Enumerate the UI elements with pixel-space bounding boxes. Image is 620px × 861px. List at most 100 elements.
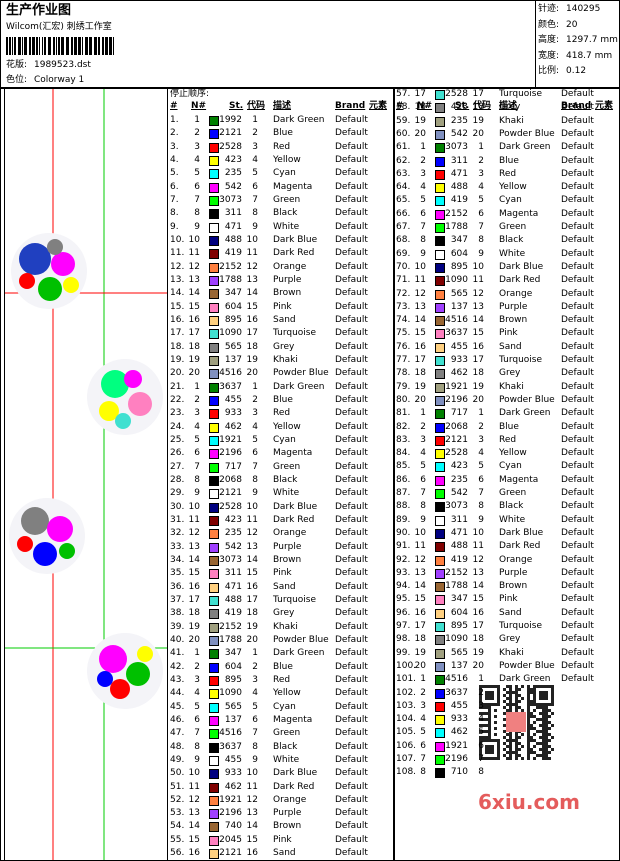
swatch <box>435 542 445 553</box>
qr-cell <box>509 709 512 712</box>
swatch <box>209 475 219 486</box>
swatch <box>435 568 445 579</box>
qr-cell <box>542 697 545 700</box>
swatch <box>209 635 219 646</box>
stitches: 604 <box>224 661 242 672</box>
qr-cell <box>548 739 551 742</box>
row-index: 53. <box>170 808 185 819</box>
qr-cell <box>527 757 530 760</box>
stitches: 347 <box>224 288 242 299</box>
qr-cell <box>497 742 500 745</box>
qr-cell <box>515 694 518 697</box>
code: 19 <box>472 647 484 658</box>
qr-cell <box>515 739 518 742</box>
qr-cell <box>485 703 488 706</box>
qr-cell <box>485 691 488 694</box>
stitches: 347 <box>450 235 468 246</box>
swatch <box>209 622 219 633</box>
stitches: 565 <box>224 701 242 712</box>
brand: Default <box>335 274 368 285</box>
description: Dark Green <box>499 408 551 419</box>
stitches: 1090 <box>219 688 242 699</box>
needle: 5 <box>420 461 426 472</box>
swatch <box>435 701 445 712</box>
qr-cell <box>527 706 530 709</box>
description: Dark Green <box>273 381 325 392</box>
qr-cell <box>545 727 548 730</box>
code: 20 <box>472 660 484 671</box>
qr-cell <box>533 688 536 691</box>
qr-cell <box>515 700 518 703</box>
row-index: 58. <box>396 102 411 113</box>
brand: Default <box>561 541 594 552</box>
qr-cell <box>551 703 554 706</box>
row-index: 10. <box>170 234 185 245</box>
description: Red <box>273 141 291 152</box>
needle: 18 <box>188 608 200 619</box>
qr-cell <box>491 703 494 706</box>
qr-cell <box>485 706 488 709</box>
qr-cell <box>506 745 509 748</box>
qr-cell <box>509 736 512 739</box>
qr-cell <box>539 736 542 739</box>
row-index: 86. <box>396 474 411 485</box>
qr-cell <box>482 730 485 733</box>
needle: 5 <box>420 195 426 206</box>
swatch <box>209 835 219 846</box>
stitches: 347 <box>450 594 468 605</box>
brand: Default <box>561 554 594 565</box>
qr-cell <box>482 685 485 688</box>
row-index: 44. <box>170 688 185 699</box>
qr-cell <box>479 700 482 703</box>
brand: Default <box>335 474 368 485</box>
code: 1 <box>252 648 258 659</box>
swatch <box>435 169 445 180</box>
brand: Default <box>561 275 594 286</box>
brand: Default <box>561 448 594 459</box>
needle: 3 <box>420 434 426 445</box>
qr-cell <box>482 706 485 709</box>
qr-cell <box>506 751 509 754</box>
swatch <box>209 649 219 660</box>
stitches: 1921 <box>445 740 468 751</box>
qr-cell <box>497 748 500 751</box>
qr-cell <box>497 700 500 703</box>
qr-cell <box>509 751 512 754</box>
qr-cell <box>488 721 491 724</box>
needle: 6 <box>194 448 200 459</box>
qr-cell <box>503 754 506 757</box>
brand: Default <box>561 355 594 365</box>
column-header: 代码 <box>473 101 492 111</box>
brand: Default <box>335 821 368 832</box>
needle: 12 <box>188 794 200 805</box>
stitches: 488 <box>224 234 242 245</box>
qr-cell <box>542 730 545 733</box>
stitches: 542 <box>450 128 468 139</box>
qr-cell <box>548 703 551 706</box>
qr-cell <box>533 703 536 706</box>
qr-cell <box>548 751 551 754</box>
swatch <box>435 369 445 380</box>
code: 8 <box>252 474 258 485</box>
stitches: 471 <box>224 221 242 232</box>
description: Grey <box>273 341 295 352</box>
code: 6 <box>478 474 484 485</box>
brand: Default <box>335 608 368 619</box>
code: 13 <box>472 567 484 578</box>
stitches: 423 <box>450 461 468 472</box>
row-index: 34. <box>170 554 185 565</box>
stitches: 2196 <box>445 394 468 405</box>
qr-cell <box>509 706 512 709</box>
code: 2 <box>478 421 484 432</box>
code: 1 <box>478 674 484 685</box>
stitches: 423 <box>450 102 468 113</box>
needle: 13 <box>188 541 200 552</box>
swatch <box>209 129 219 140</box>
brand: Default <box>561 341 594 352</box>
code: 11 <box>472 275 484 286</box>
brand: Default <box>561 607 594 618</box>
qr-cell <box>497 739 500 742</box>
qr-cell <box>497 688 500 691</box>
description: Sand <box>273 848 296 859</box>
row-index: 79. <box>396 381 411 392</box>
